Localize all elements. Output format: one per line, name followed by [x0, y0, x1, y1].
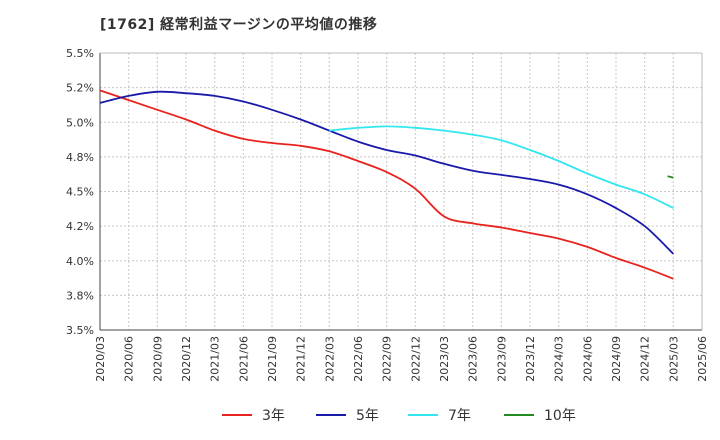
y-tick-label: 4.0% — [66, 255, 94, 268]
x-tick-label: 2021/09 — [266, 336, 279, 382]
series-line-1 — [99, 89, 674, 280]
x-tick-label: 2022/12 — [409, 336, 422, 382]
x-tick-label: 2025/03 — [667, 336, 680, 382]
x-tick-label: 2024/06 — [581, 336, 594, 382]
x-tick-label: 2021/12 — [295, 336, 308, 382]
x-tick-label: 2020/09 — [151, 336, 164, 382]
x-tick-label: 2020/12 — [180, 336, 193, 382]
x-tick-label: 2022/09 — [381, 336, 394, 382]
y-tick-label: 4.8% — [66, 151, 94, 164]
x-tick-label: 2025/06 — [696, 336, 709, 382]
legend-label-3: 7年 — [448, 408, 471, 424]
y-tick-label: 4.2% — [66, 220, 94, 233]
x-tick-label: 2021/03 — [209, 336, 222, 382]
legend-label-2: 5年 — [356, 408, 379, 424]
x-tick-label: 2022/03 — [323, 336, 336, 382]
y-tick-label: 5.5% — [66, 47, 94, 60]
y-tick-label: 4.5% — [66, 186, 94, 199]
x-tick-label: 2020/06 — [123, 336, 136, 382]
series-line-2 — [99, 90, 674, 255]
series-line-3 — [329, 125, 674, 209]
x-tick-label: 2023/12 — [524, 336, 537, 382]
x-tick-label: 2022/06 — [352, 336, 365, 382]
x-tick-label: 2023/09 — [495, 336, 508, 382]
legend-label-1: 3年 — [262, 408, 285, 424]
y-tick-label: 3.5% — [66, 324, 94, 337]
x-tick-label: 2024/12 — [639, 336, 652, 382]
x-tick-label: 2023/03 — [438, 336, 451, 382]
chart-title: [1762] 経常利益マージンの平均値の推移 — [100, 17, 378, 33]
x-tick-label: 2020/03 — [94, 336, 107, 382]
y-tick-label: 5.2% — [66, 82, 94, 95]
y-tick-label: 3.8% — [66, 289, 94, 302]
y-tick-label: 5.0% — [66, 116, 94, 129]
x-tick-label: 2024/09 — [610, 336, 623, 382]
x-tick-label: 2021/06 — [237, 336, 250, 382]
x-tick-label: 2023/06 — [467, 336, 480, 382]
x-tick-label: 2024/03 — [553, 336, 566, 382]
legend-label-4: 10年 — [544, 408, 576, 424]
series-line-4 — [667, 175, 674, 179]
